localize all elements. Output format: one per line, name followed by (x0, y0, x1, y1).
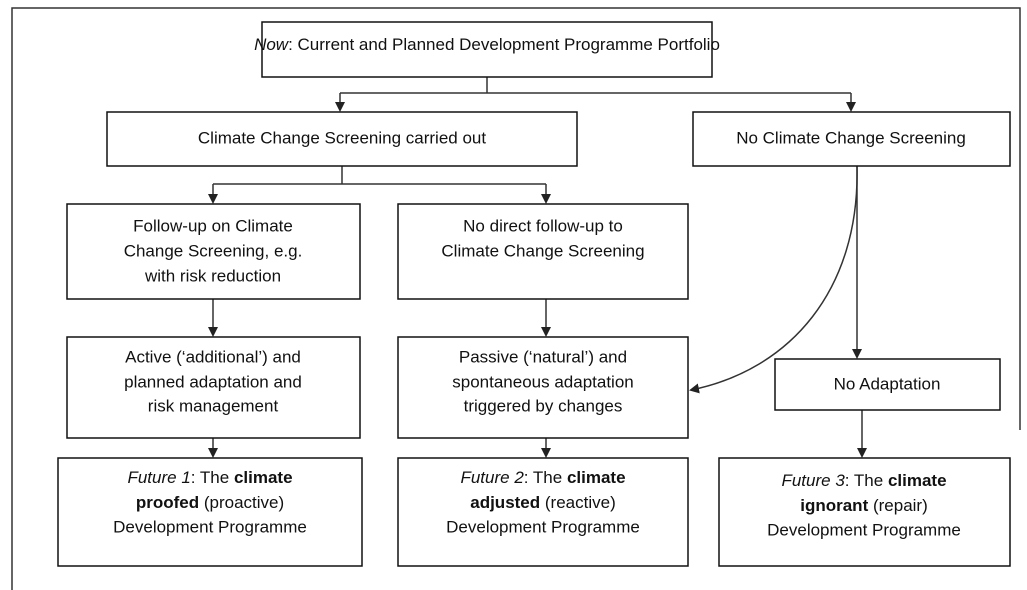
node-text: Passive (‘natural’) and (459, 347, 627, 366)
node-text: No Climate Change Screening (736, 128, 966, 147)
node-text: No Adaptation (834, 374, 941, 393)
box-passive: Passive (‘natural’) and spontaneous adap… (397, 336, 689, 439)
node-text: with risk reduction (144, 266, 281, 285)
box-future-2: Future 2: The climate adjusted (reactive… (397, 457, 689, 567)
box-now: Now: Current and Planned Development Pro… (254, 21, 720, 78)
node-text: Climate Change Screening carried out (198, 128, 486, 147)
node-text: Future 1: The climate (127, 468, 292, 487)
node-text: Follow-up on Climate (133, 216, 293, 235)
node-text: adjusted (reactive) (470, 493, 615, 512)
node-text: Now: Current and Planned Development Pro… (254, 35, 720, 54)
box-future-3: Future 3: The climate ignorant (repair) … (718, 457, 1011, 567)
node-text: proofed (proactive) (136, 493, 284, 512)
connectors (208, 77, 867, 458)
node-text: Development Programme (446, 517, 640, 536)
node-text: Development Programme (767, 520, 961, 539)
box-no-follow-up: No direct follow-up to Climate Change Sc… (397, 203, 689, 300)
node-text: Future 3: The climate (781, 471, 946, 490)
node-text: triggered by changes (464, 396, 623, 415)
frame (11, 7, 1021, 590)
node-text: planned adaptation and (124, 372, 302, 391)
node-text: Change Screening, e.g. (124, 241, 303, 260)
node-text: No direct follow-up to (463, 216, 623, 235)
box-follow-up: Follow-up on Climate Change Screening, e… (66, 203, 361, 300)
box-screening: Climate Change Screening carried out (106, 111, 578, 167)
node-text: Active (‘additional’) and (125, 347, 301, 366)
box-future-1: Future 1: The climate proofed (proactive… (57, 457, 363, 567)
node-text: Climate Change Screening (441, 241, 644, 260)
box-no-screening: No Climate Change Screening (692, 111, 1011, 167)
box-no-adaptation: No Adaptation (774, 358, 1001, 411)
node-text: Development Programme (113, 517, 307, 536)
box-active: Active (‘additional’) and planned adapta… (66, 336, 361, 439)
node-text: spontaneous adaptation (452, 372, 634, 391)
node-text: risk management (148, 396, 279, 415)
node-text: ignorant (repair) (800, 496, 928, 515)
node-text: Future 2: The climate (460, 468, 625, 487)
